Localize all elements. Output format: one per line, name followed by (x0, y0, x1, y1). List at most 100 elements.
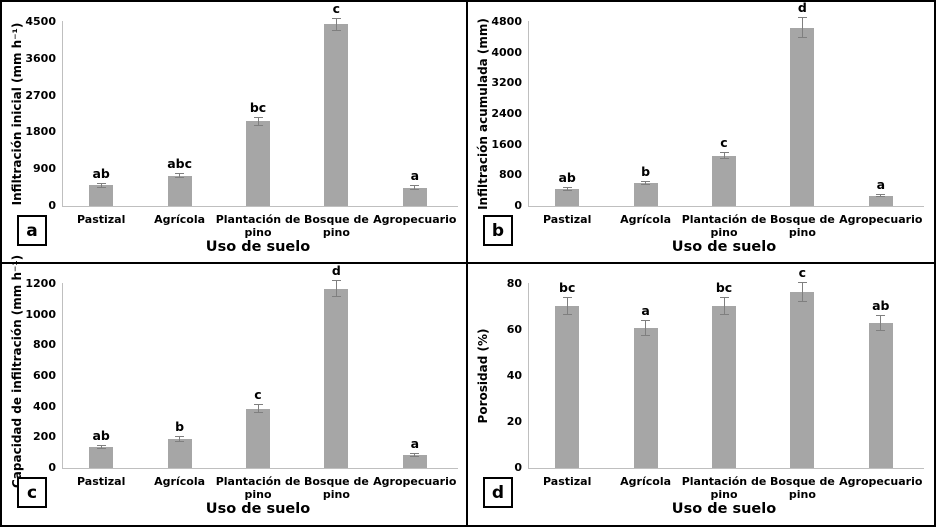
bar (790, 292, 815, 468)
error-bar-bottom-cap (641, 183, 651, 185)
bar (868, 323, 893, 468)
error-bar (645, 182, 647, 184)
bar (402, 454, 427, 468)
bar (246, 121, 270, 206)
significance-letter: bc (715, 279, 733, 295)
y-tick-label: 1000 (25, 307, 56, 321)
error-bar (645, 320, 647, 335)
error-bar (100, 183, 102, 187)
bar (868, 195, 893, 206)
y-axis-title: Infiltración inicial (mm h⁻¹) (10, 22, 24, 206)
x-axis-title: Uso de suelo (205, 501, 311, 517)
panel-letter-box: a (17, 215, 47, 246)
error-bar-bottom-cap (719, 158, 729, 160)
bar (89, 446, 114, 468)
bar (712, 155, 736, 206)
significance-letter: ab (872, 298, 890, 314)
y-tick-label: 3200 (491, 76, 522, 90)
error-bar (335, 280, 337, 297)
y-tick-label: 80 (506, 277, 522, 290)
error-bar-bottom-cap (562, 313, 572, 315)
category-label: Bosque de pino (769, 475, 835, 501)
x-axis-title: Uso de suelo (671, 501, 777, 517)
panel-letter-box: c (17, 477, 47, 508)
y-axis-line (62, 21, 63, 207)
error-bar-top-cap (96, 182, 106, 184)
bar (89, 185, 114, 206)
bar (790, 27, 815, 206)
error-bar-bottom-cap (253, 125, 263, 127)
error-bar (179, 437, 181, 441)
plot-area: ab b c d a (62, 263, 454, 468)
error-bar-bottom-cap (562, 190, 572, 192)
bar (167, 175, 192, 206)
x-axis-line (528, 206, 924, 207)
y-tick-label: 0 (514, 461, 522, 474)
significance-letter: a (410, 168, 420, 184)
panel-letter-box: b (483, 215, 513, 246)
error-bar-bottom-cap (641, 334, 651, 336)
error-bar-bottom-cap (253, 411, 263, 413)
error-bar-bottom-cap (175, 177, 185, 179)
significance-letter: c (720, 135, 728, 151)
error-bar-top-cap (797, 281, 807, 283)
bar (555, 189, 580, 206)
bar (402, 187, 427, 206)
y-axis-line (528, 21, 529, 207)
significance-letter: d (797, 0, 807, 16)
significance-letter: ab (558, 169, 576, 185)
category-label: Pastizal (543, 213, 592, 226)
x-axis-line (528, 468, 924, 469)
category-label: Plantación de pino (215, 213, 301, 239)
error-bar (723, 153, 725, 159)
error-bar (880, 195, 882, 197)
error-bar-top-cap (797, 17, 807, 19)
panel-letter-box: d (483, 477, 513, 508)
plot-area: bc a bc c ab (528, 265, 920, 468)
category-label: Bosque de pino (769, 213, 835, 239)
error-bar-bottom-cap (719, 313, 729, 315)
error-bar-top-cap (175, 436, 185, 438)
significance-letter: a (876, 177, 886, 193)
y-axis-line (528, 283, 529, 469)
category-label: Plantación de pino (681, 475, 767, 501)
error-bar (801, 18, 803, 38)
significance-letter: b (641, 164, 651, 180)
error-bar-top-cap (410, 452, 420, 454)
panel-d-porosidad: Porosidad (%) 0 20 40 60 80 bc a bc c ab Pastiza… (468, 264, 934, 525)
x-axis-title: Uso de suelo (205, 239, 311, 255)
error-bar (566, 187, 568, 191)
bar (246, 408, 270, 468)
significance-letter: abc (167, 155, 192, 171)
error-bar-bottom-cap (96, 186, 106, 188)
significance-letter: d (331, 262, 341, 278)
category-label: Pastizal (543, 475, 592, 488)
significance-letter: c (798, 264, 807, 280)
bar (712, 305, 736, 468)
category-label: Agrícola (154, 213, 206, 226)
y-tick-label: 1600 (491, 137, 522, 151)
plot-area: ab b c d a (528, 2, 920, 206)
y-tick-label: 60 (506, 323, 522, 336)
error-bar (414, 453, 416, 456)
category-label: Pastizal (77, 213, 126, 226)
category-label: Agropecuario (373, 475, 457, 488)
error-bar-top-cap (331, 279, 341, 281)
error-bar (414, 186, 416, 189)
y-tick-label: 4800 (491, 15, 522, 28)
error-bar-top-cap (410, 185, 420, 187)
significance-letter: a (641, 302, 650, 318)
significance-letter: bc (249, 99, 267, 115)
error-bar-bottom-cap (331, 29, 341, 31)
error-bar-top-cap (641, 319, 651, 321)
y-tick-label: 1200 (25, 277, 56, 290)
error-bar (880, 316, 882, 330)
error-bar-bottom-cap (96, 448, 106, 450)
y-tick-label: 400 (33, 399, 56, 413)
error-bar-top-cap (876, 194, 886, 196)
y-tick-label: 40 (506, 369, 522, 382)
y-tick-label: 1800 (25, 125, 56, 139)
y-tick-label: 800 (33, 338, 56, 352)
error-bar-top-cap (562, 186, 572, 188)
panel-a-infiltracion-inicial: Infiltración inicial (mm h⁻¹) 0 900 1800 27… (2, 2, 468, 264)
